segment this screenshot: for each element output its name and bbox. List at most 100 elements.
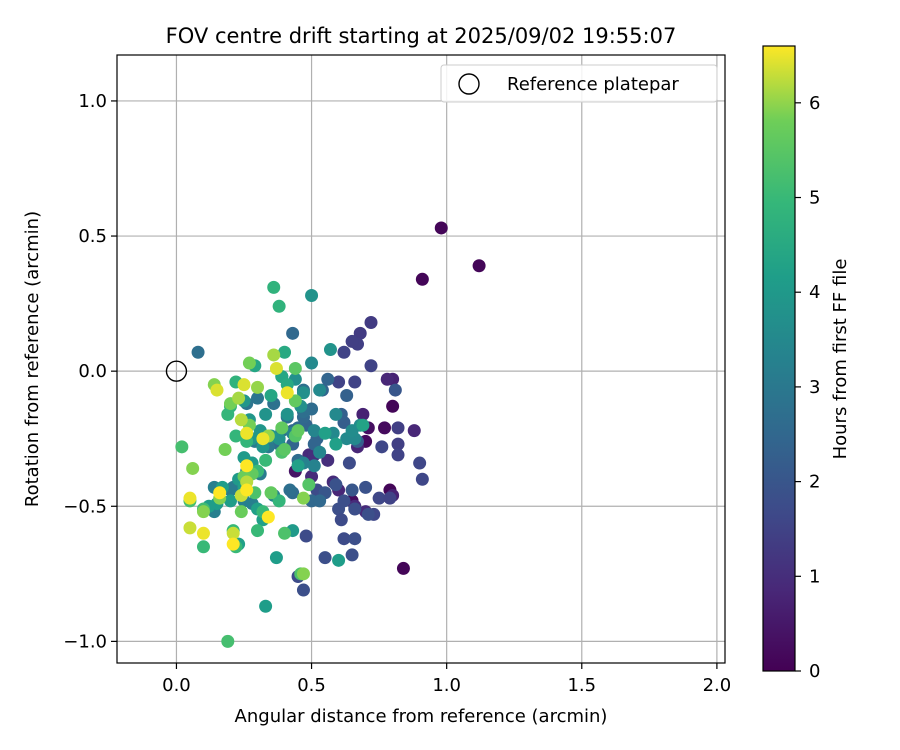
- data-point: [345, 548, 359, 562]
- data-point: [259, 407, 273, 421]
- data-point: [261, 510, 275, 524]
- data-point: [353, 326, 367, 340]
- data-point: [275, 421, 289, 435]
- legend: Reference platepar: [440, 64, 718, 103]
- data-point: [329, 437, 343, 451]
- data-point: [267, 280, 281, 294]
- plot-frame: [116, 54, 726, 664]
- data-point: [472, 259, 486, 273]
- data-point: [307, 424, 321, 438]
- data-point: [196, 505, 210, 519]
- data-point: [240, 483, 254, 497]
- colorbar-ticks: 0 1 2 3 4 5 6: [795, 93, 820, 682]
- data-point: [378, 421, 392, 435]
- y-tick-label: 0.5: [78, 226, 107, 247]
- data-point: [356, 418, 370, 432]
- data-point: [278, 443, 292, 457]
- data-point: [291, 459, 305, 473]
- data-point: [345, 483, 359, 497]
- data-point: [407, 424, 421, 438]
- data-point: [307, 459, 321, 473]
- data-point: [356, 407, 370, 421]
- data-point: [359, 480, 373, 494]
- data-point: [415, 272, 429, 286]
- data-point: [223, 494, 237, 508]
- data-point: [318, 551, 332, 565]
- data-point: [296, 567, 310, 581]
- data-point: [269, 551, 283, 565]
- legend-label: Reference platepar: [507, 74, 679, 95]
- data-point: [348, 532, 362, 546]
- legend-marker-icon: [458, 73, 480, 95]
- data-point: [221, 407, 235, 421]
- y-tick-label: 0.0: [78, 361, 107, 382]
- data-point: [288, 394, 302, 408]
- data-point: [434, 221, 448, 235]
- data-point: [280, 386, 294, 400]
- data-point: [348, 375, 362, 389]
- y-tick-label: −1.0: [63, 631, 107, 652]
- data-point: [340, 388, 354, 402]
- x-tick-label: 1.5: [567, 675, 596, 696]
- data-point: [183, 521, 197, 535]
- data-point: [361, 507, 375, 521]
- data-point: [323, 343, 337, 357]
- colorbar-tick-label: 4: [809, 282, 820, 303]
- data-point: [240, 426, 254, 440]
- data-point: [296, 491, 310, 505]
- data-point: [305, 288, 319, 302]
- y-tick-label: −0.5: [63, 496, 107, 517]
- chart-title: FOV centre drift starting at 2025/09/02 …: [166, 24, 677, 48]
- x-tick-label: 1.0: [432, 675, 461, 696]
- data-point: [391, 448, 405, 462]
- data-point: [375, 440, 389, 454]
- data-point: [291, 424, 305, 438]
- colorbar-tick-label: 2: [809, 472, 820, 493]
- data-point: [183, 491, 197, 505]
- data-point: [240, 459, 254, 473]
- data-point: [278, 526, 292, 540]
- data-point: [364, 359, 378, 373]
- reference-point-marker: [165, 360, 188, 382]
- data-point: [269, 361, 283, 375]
- data-point: [251, 524, 265, 538]
- data-point: [345, 334, 359, 348]
- data-point: [264, 486, 278, 500]
- data-point: [267, 348, 281, 362]
- data-point: [229, 429, 243, 443]
- data-point: [175, 440, 189, 454]
- data-point: [396, 561, 410, 575]
- data-point: [332, 375, 346, 389]
- data-point: [302, 478, 316, 492]
- data-point: [237, 378, 251, 392]
- data-point: [318, 426, 332, 440]
- data-point: [264, 388, 278, 402]
- data-point: [283, 483, 297, 497]
- data-point: [218, 443, 232, 457]
- data-point: [305, 356, 319, 370]
- data-point: [391, 437, 405, 451]
- data-point: [372, 491, 386, 505]
- x-tick-label: 0.5: [297, 675, 326, 696]
- data-point: [299, 529, 313, 543]
- colorbar-tick-label: 5: [809, 188, 820, 209]
- colorbar-tick-label: 3: [809, 377, 820, 398]
- data-point: [186, 461, 200, 475]
- colorbar-gradient: [762, 45, 796, 672]
- data-point: [251, 391, 265, 405]
- data-point: [272, 494, 286, 508]
- data-point: [226, 526, 240, 540]
- legend-box: [440, 64, 718, 103]
- data-point: [386, 399, 400, 413]
- data-point: [391, 421, 405, 435]
- data-point: [329, 478, 343, 492]
- data-point: [196, 540, 210, 554]
- data-point: [210, 383, 224, 397]
- data-point: [296, 386, 310, 400]
- data-point: [272, 299, 286, 313]
- data-point: [334, 513, 348, 527]
- x-axis-label: Angular distance from reference (arcmin): [235, 706, 608, 727]
- colorbar-tick-label: 6: [809, 93, 820, 114]
- data-point: [383, 491, 397, 505]
- data-point: [380, 372, 394, 386]
